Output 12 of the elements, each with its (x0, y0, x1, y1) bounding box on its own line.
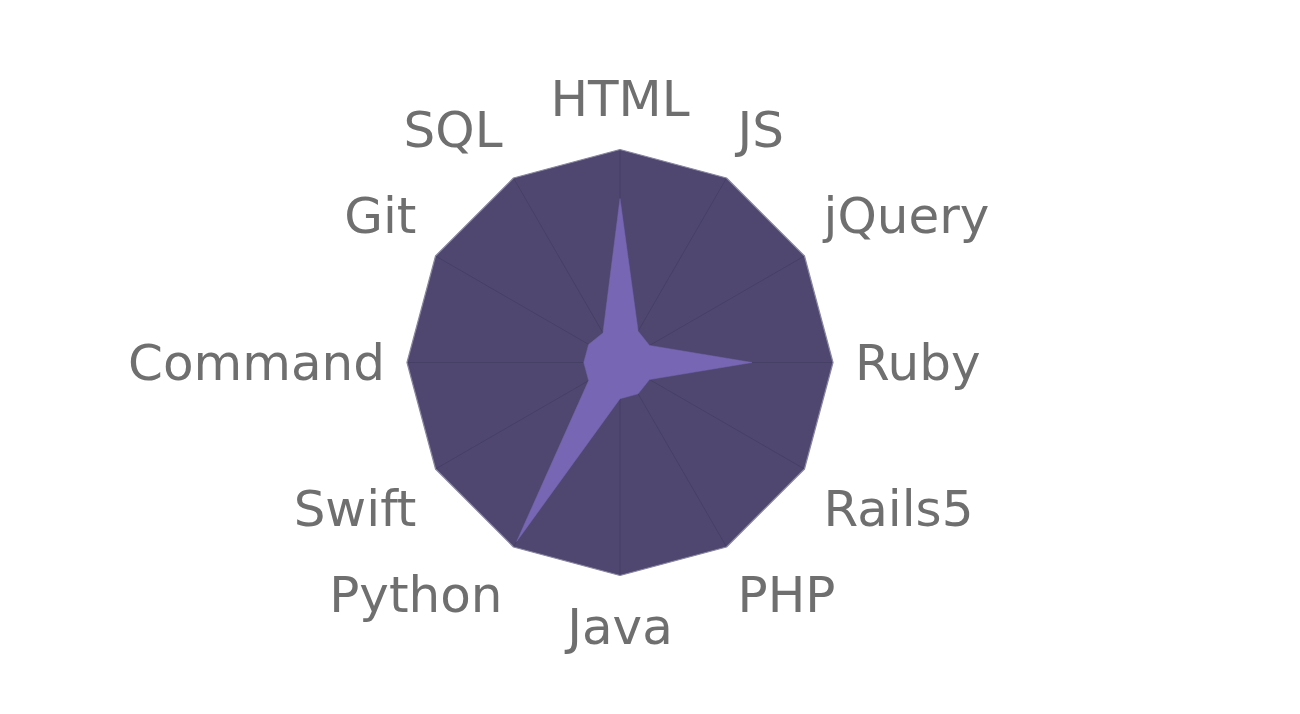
spoke-label: SQL (403, 100, 503, 159)
spoke-label: jQuery (822, 187, 990, 245)
spoke-label: JS (734, 100, 784, 159)
spoke-label: Java (564, 597, 673, 656)
spoke-label: Ruby (855, 333, 981, 392)
spoke-label: Command (128, 333, 385, 392)
spoke-label: Rails5 (823, 480, 974, 538)
spoke-label: Swift (293, 480, 417, 538)
spoke-label: PHP (737, 566, 836, 625)
spoke-label: Git (344, 187, 417, 245)
spoke-label: Python (329, 566, 503, 625)
spoke-label: HTML (550, 69, 690, 128)
